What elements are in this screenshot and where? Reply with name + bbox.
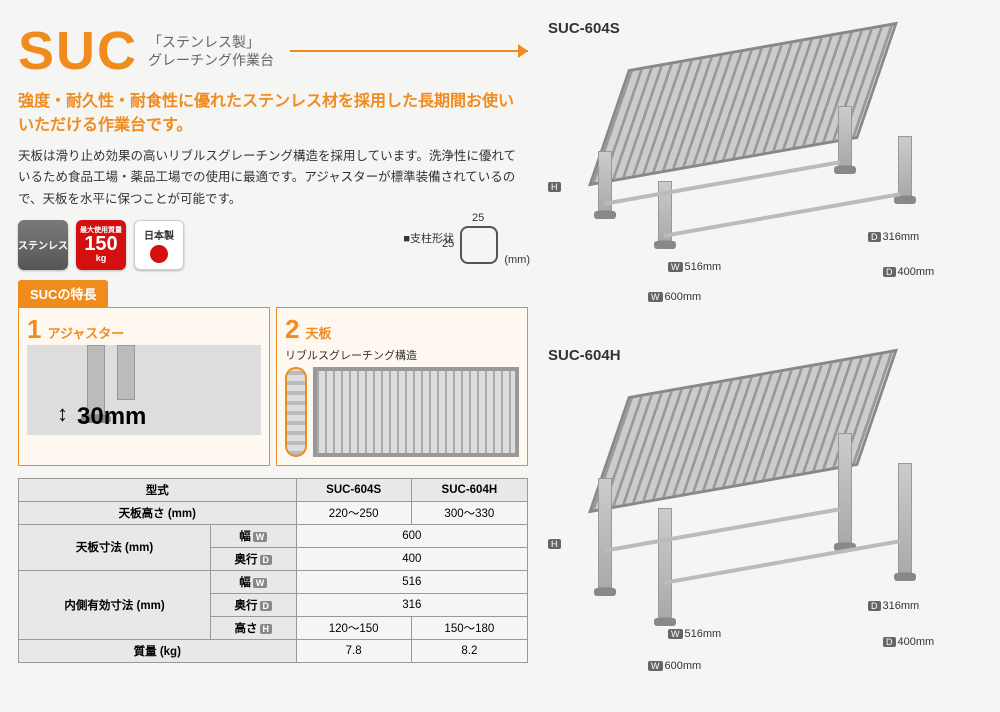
product-suc-604h: SUC-604H H W516mm W600mm <box>548 347 978 688</box>
features-tab: SUCの特長 <box>18 280 108 307</box>
table-row: 天板高さ (mm) 220～250 300～330 <box>19 501 528 524</box>
japan-flag-icon <box>150 245 168 263</box>
spec-table: 型式 SUC-604S SUC-604H 天板高さ (mm) 220～250 3… <box>18 478 528 663</box>
feature-1-image: ↕ 30mm <box>27 345 261 435</box>
lead-text: 強度・耐久性・耐食性に優れたステンレス材を採用した長期間お使いいただける作業台で… <box>18 90 528 138</box>
feature-2-image <box>313 367 519 457</box>
pillar-shape-diagram: ■支柱形状 25 25 (mm) <box>403 226 498 264</box>
product-diagrams: SUC-604S H W516mm W600mm <box>548 20 978 688</box>
badge-stainless: ステンレス <box>18 220 68 270</box>
badge-row: ステンレス 最大使用質量 150 kg 日本製 ■支柱形状 25 25 (mm) <box>18 220 528 270</box>
table-row: 内側有効寸法 (mm) 幅W 516 <box>19 570 528 593</box>
features-section: SUCの特長 1アジャスター ↕ 30mm 2天板 リブルスグレーチング構造 <box>18 280 528 466</box>
table-row: 天板寸法 (mm) 幅W 600 <box>19 524 528 547</box>
header: SUC 「ステンレス製」 グレーチング作業台 <box>18 20 528 82</box>
table-row: 質量 (kg) 7.8 8.2 <box>19 639 528 662</box>
badge-max-load: 最大使用質量 150 kg <box>76 220 126 270</box>
body-text: 天板は滑り止め効果の高いリブルスグレーチング構造を採用しています。洗浄性に優れて… <box>18 146 528 210</box>
product-subtitle: 「ステンレス製」 グレーチング作業台 <box>148 33 274 69</box>
product-suc-604s: SUC-604S H W516mm W600mm <box>548 20 978 331</box>
product-code: SUC <box>18 20 138 82</box>
table-row: 型式 SUC-604S SUC-604H <box>19 478 528 501</box>
product-figure <box>578 41 918 241</box>
feature-2: 2天板 リブルスグレーチング構造 <box>276 307 528 466</box>
adjust-arrow-icon: ↕ <box>57 401 68 427</box>
feature-1: 1アジャスター ↕ 30mm <box>18 307 270 466</box>
product-figure <box>578 368 918 568</box>
badge-made-in-japan: 日本製 <box>134 220 184 270</box>
header-rule <box>290 50 528 52</box>
grating-detail-icon <box>285 367 307 457</box>
